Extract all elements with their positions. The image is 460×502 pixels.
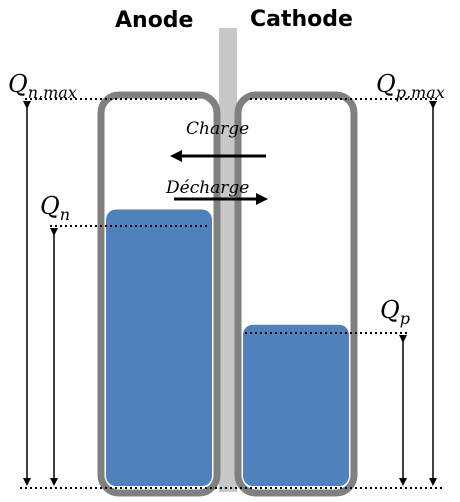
anode-container xyxy=(97,91,221,497)
cathode-container xyxy=(234,91,358,497)
separator xyxy=(219,28,237,492)
anode-fill xyxy=(106,209,212,486)
cathode-fill xyxy=(243,324,349,486)
anode-heading: Anode xyxy=(115,8,193,33)
cathode-heading: Cathode xyxy=(250,7,353,32)
charge-label: Charge xyxy=(186,119,249,139)
qn-label: Qn xyxy=(40,192,70,224)
qn-max-label: Qn,max xyxy=(8,70,77,102)
qp-label: Qp xyxy=(380,296,410,328)
qp-max-label: Qp,max xyxy=(376,70,445,102)
discharge-label: Décharge xyxy=(165,178,249,198)
